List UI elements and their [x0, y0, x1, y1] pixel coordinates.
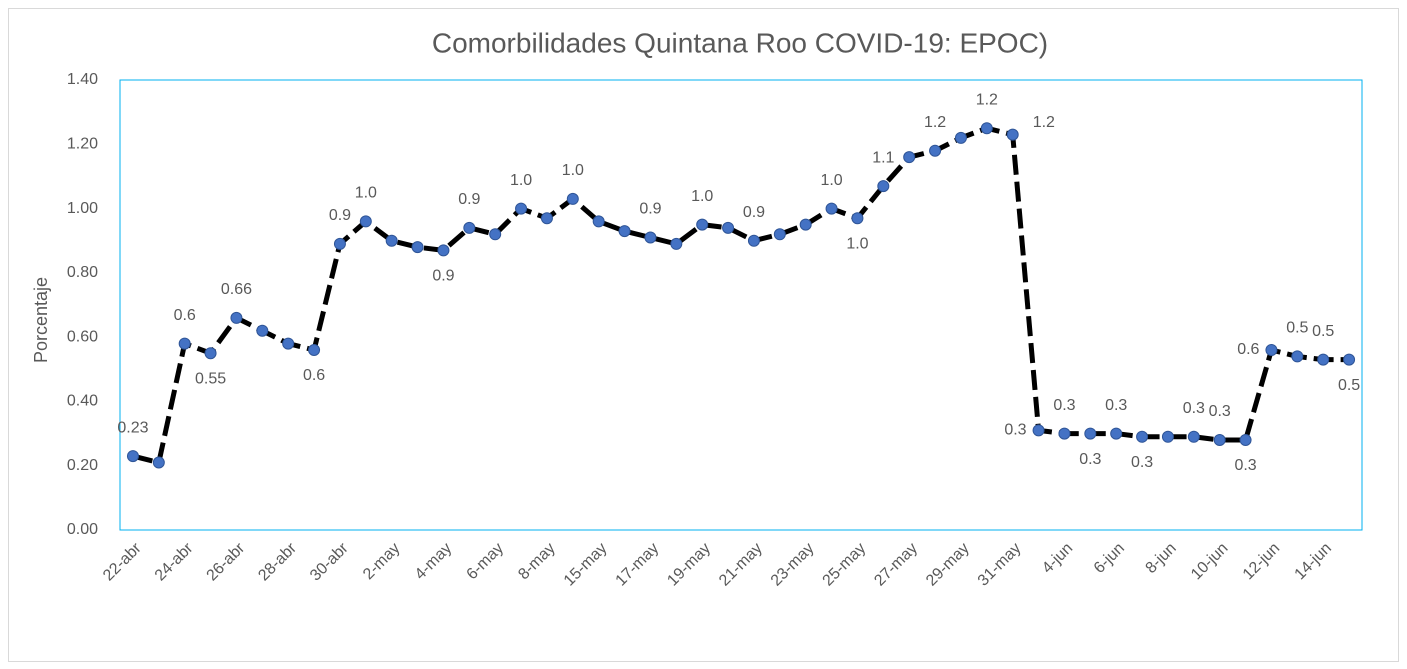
data-label: 0.6 [1237, 341, 1259, 358]
y-tick-label: 1.00 [67, 200, 98, 217]
data-point [851, 212, 864, 225]
y-tick-label: 0.40 [67, 393, 98, 410]
data-point [980, 122, 993, 135]
data-label: 0.3 [1105, 397, 1127, 414]
data-point [437, 244, 450, 257]
data-point [1317, 353, 1330, 366]
data-point [230, 311, 243, 324]
data-point [747, 234, 760, 247]
data-point [489, 228, 502, 241]
data-point [1161, 430, 1174, 443]
data-point [592, 215, 605, 228]
data-label: 0.3 [1053, 397, 1075, 414]
data-point [308, 344, 321, 356]
data-label: 0.5 [1312, 323, 1334, 340]
data-label: 0.5 [1286, 320, 1308, 337]
data-point [1006, 128, 1019, 141]
data-point [954, 131, 967, 144]
data-point [333, 237, 346, 250]
data-label: 0.23 [117, 419, 148, 436]
data-point [1213, 434, 1226, 446]
data-label: 0.9 [743, 204, 765, 221]
y-axis-label: Porcentaje [31, 277, 51, 363]
data-label: 1.0 [846, 235, 868, 252]
data-label: 0.5 [1338, 377, 1360, 394]
data-label: 1.0 [820, 172, 842, 189]
data-label: 1.0 [691, 188, 713, 205]
y-tick-label: 1.40 [67, 71, 98, 88]
data-label: 0.55 [195, 370, 226, 387]
data-point [385, 234, 398, 247]
data-point [126, 450, 139, 463]
data-point [152, 456, 165, 469]
data-point [773, 228, 786, 241]
data-point [1239, 434, 1252, 446]
data-label: 1.0 [562, 162, 584, 179]
data-label: 0.66 [221, 281, 252, 298]
data-point [618, 225, 631, 238]
data-point [644, 231, 657, 244]
data-label: 0.9 [329, 207, 351, 224]
y-tick-label: 0.20 [67, 457, 98, 474]
data-label: 0.9 [432, 268, 454, 285]
data-label: 0.6 [174, 307, 196, 324]
y-tick-label: 1.20 [67, 136, 98, 153]
data-point [1084, 427, 1097, 440]
data-point [282, 337, 295, 350]
data-point [1136, 430, 1149, 443]
data-point [1032, 424, 1045, 437]
data-label: 0.3 [1004, 422, 1026, 439]
chart-border [8, 8, 1399, 662]
data-point [929, 144, 942, 157]
data-label: 1.1 [872, 149, 894, 166]
y-tick-label: 0.80 [67, 264, 98, 281]
data-label: 0.9 [639, 201, 661, 218]
data-point [1110, 427, 1123, 440]
data-point [696, 218, 709, 231]
data-label: 0.6 [303, 367, 325, 384]
data-point [359, 215, 372, 228]
data-label: 0.3 [1079, 451, 1101, 468]
data-label: 0.9 [458, 191, 480, 208]
data-point [903, 151, 916, 164]
plot-area [119, 79, 1363, 531]
data-point [256, 324, 269, 337]
data-point [411, 241, 424, 254]
data-point [877, 180, 890, 193]
data-label: 1.2 [976, 91, 998, 108]
y-tick-label: 0.00 [67, 521, 98, 538]
data-point [1187, 430, 1200, 443]
data-point [670, 237, 683, 250]
data-label: 0.3 [1131, 454, 1153, 471]
data-point [825, 202, 838, 215]
data-label: 1.2 [1033, 114, 1055, 131]
data-point [463, 221, 476, 234]
data-point [178, 337, 191, 350]
data-label: 0.3 [1234, 457, 1256, 474]
chart-title: Comorbilidades Quintana Roo COVID-19: EP… [432, 27, 1048, 58]
data-label: 1.0 [355, 185, 377, 202]
data-label: 0.3 [1209, 403, 1231, 420]
data-point [722, 221, 735, 234]
data-point [1265, 344, 1278, 356]
data-label: 1.0 [510, 172, 532, 189]
data-point [540, 212, 553, 225]
data-point [1058, 427, 1071, 440]
data-point [566, 192, 579, 205]
data-point [799, 218, 812, 231]
data-point [515, 202, 528, 215]
data-point [204, 347, 217, 360]
data-label: 0.3 [1183, 400, 1205, 417]
data-point [1291, 350, 1304, 363]
data-point [1343, 353, 1356, 366]
data-label: 1.2 [924, 114, 946, 131]
y-tick-label: 0.60 [67, 328, 98, 345]
